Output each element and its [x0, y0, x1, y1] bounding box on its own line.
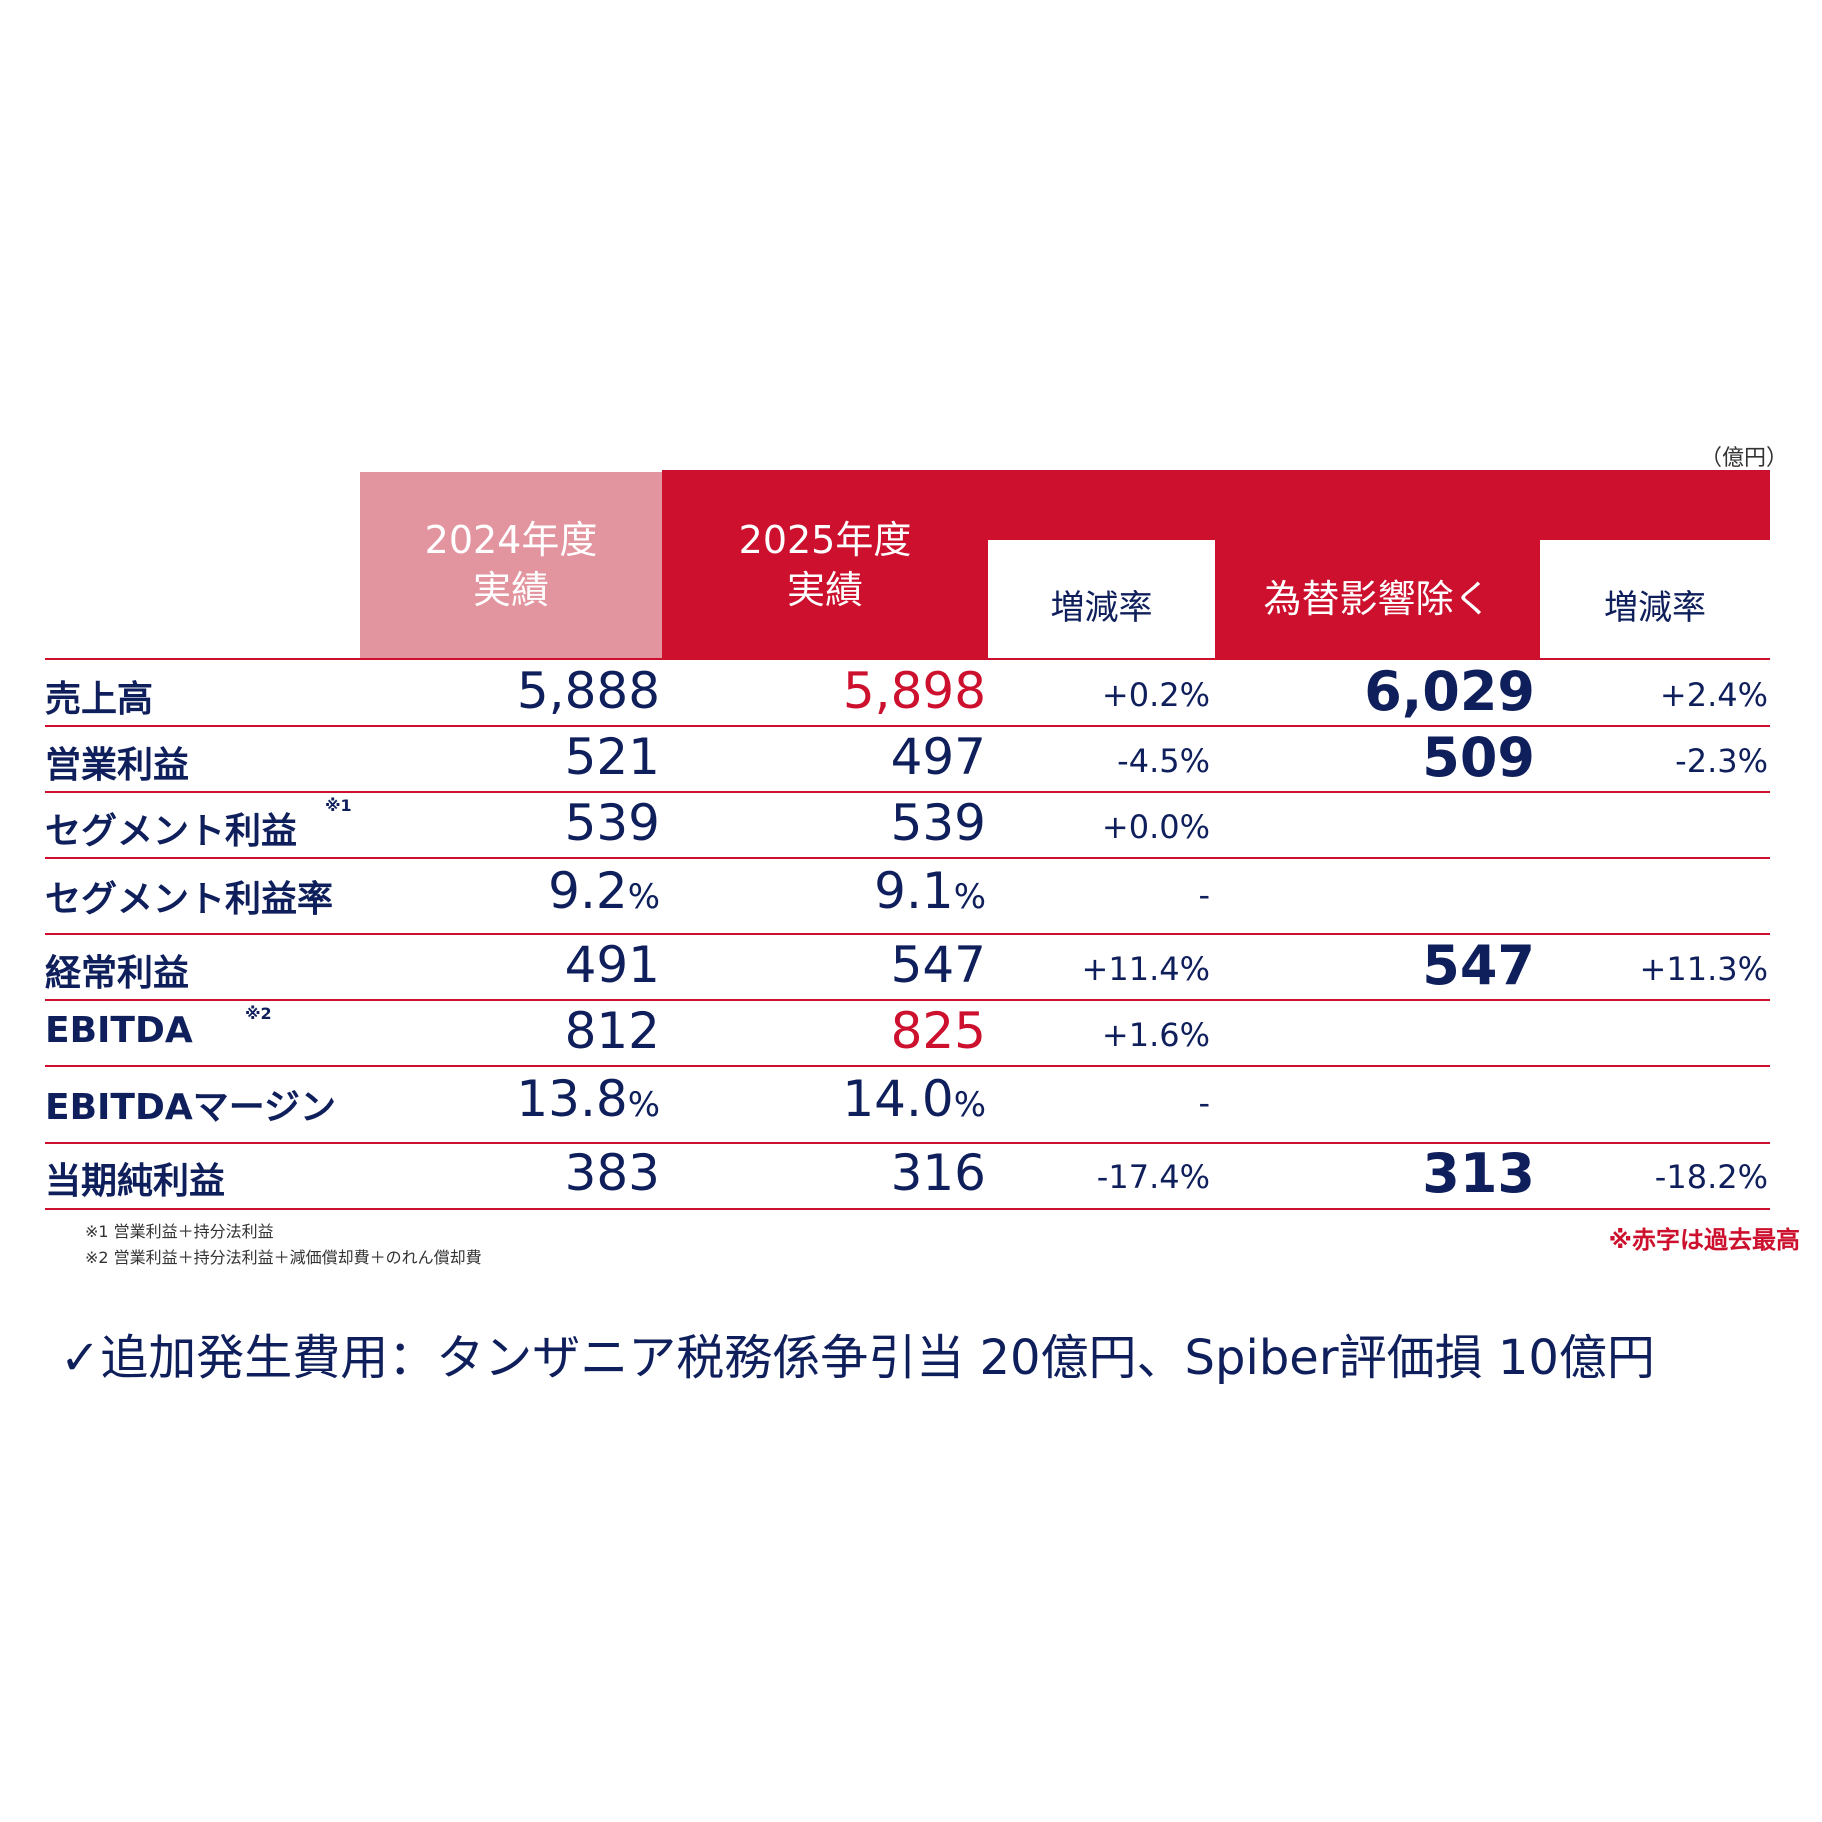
header-fx-bg	[1215, 540, 1540, 658]
change-rate: -4.5%	[1117, 742, 1210, 780]
header-2025-line1: 2025年度	[738, 518, 912, 562]
row-divider	[45, 1142, 1770, 1144]
change-rate: -	[1198, 876, 1210, 914]
change-rate: -17.4%	[1096, 1158, 1210, 1196]
row-divider	[45, 791, 1770, 793]
row-divider	[45, 1065, 1770, 1067]
change-rate-fx: -2.3%	[1675, 742, 1768, 780]
header-2024-bg	[360, 472, 662, 658]
value-2025: 539	[890, 794, 986, 852]
value-2025: 825	[890, 1002, 986, 1060]
value-fx-excluded: 509	[1422, 726, 1535, 789]
row-divider	[45, 1208, 1770, 1210]
row-label: 経常利益	[45, 953, 190, 994]
change-rate: +1.6%	[1101, 1016, 1210, 1054]
value-2024: 13.8%	[516, 1070, 660, 1128]
header-change-fx: 増減率	[1604, 588, 1706, 628]
header-2025-bg-top	[662, 470, 1770, 540]
row-label: EBITDAマージン	[45, 1087, 337, 1128]
value-fx-excluded: 6,029	[1364, 660, 1535, 723]
header-2024-line1: 2024年度	[424, 518, 598, 562]
change-rate: +11.4%	[1081, 950, 1210, 988]
value-fx-excluded: 313	[1422, 1142, 1535, 1205]
value-2025: 14.0%	[842, 1070, 986, 1128]
header-2024-line2: 実績	[472, 568, 549, 612]
change-rate-fx: +2.4%	[1659, 676, 1768, 714]
change-rate: -	[1198, 1084, 1210, 1122]
header-2025-line2: 実績	[786, 568, 863, 612]
row-note: ※1	[325, 796, 352, 815]
row-divider	[45, 933, 1770, 935]
change-rate: +0.2%	[1101, 676, 1210, 714]
value-2025: 316	[890, 1144, 986, 1202]
value-2024: 383	[564, 1144, 660, 1202]
value-fx-excluded: 547	[1422, 934, 1535, 997]
header-2025-bg	[662, 540, 988, 658]
value-2024: 5,888	[516, 662, 660, 720]
row-divider	[45, 725, 1770, 727]
change-rate-fx: -18.2%	[1654, 1158, 1768, 1196]
value-2024: 9.2%	[548, 862, 660, 920]
row-label: セグメント利益率	[45, 879, 334, 920]
value-2024: 539	[564, 794, 660, 852]
value-2024: 491	[564, 936, 660, 994]
unit-label: （億円）	[1700, 446, 1789, 471]
row-divider	[45, 658, 1770, 660]
header-fx-excluded: 為替影響除く	[1263, 577, 1492, 621]
value-2025: 9.1%	[874, 862, 986, 920]
value-2025: 547	[890, 936, 986, 994]
row-label: 当期純利益	[45, 1161, 226, 1202]
value-2025: 497	[890, 728, 986, 786]
header-2024: 2024年度 実績	[360, 515, 662, 615]
row-label: EBITDA	[45, 1010, 193, 1051]
row-label: 売上高	[45, 679, 154, 720]
row-divider	[45, 999, 1770, 1001]
footnote-2: ※2 営業利益＋持分法利益＋減価償却費＋のれん償却費	[85, 1248, 482, 1267]
row-note: ※2	[245, 1004, 272, 1023]
header-change: 増減率	[1050, 588, 1153, 628]
row-label: セグメント利益	[45, 811, 298, 852]
change-rate: +0.0%	[1101, 808, 1210, 846]
change-rate-fx: +11.3%	[1639, 950, 1768, 988]
row-divider	[45, 857, 1770, 859]
value-2024: 812	[564, 1002, 660, 1060]
value-2024: 521	[564, 728, 660, 786]
additional-costs-note: ✓追加発生費用：タンザニア税務係争引当 20億円、Spiber評価損 10億円	[60, 1330, 1655, 1386]
header-2025: 2025年度 実績	[662, 515, 988, 615]
footnote-1: ※1 営業利益＋持分法利益	[85, 1222, 274, 1241]
row-label: 営業利益	[45, 745, 190, 786]
value-2025: 5,898	[842, 662, 986, 720]
record-high-note: ※赤字は過去最高	[1608, 1226, 1800, 1254]
